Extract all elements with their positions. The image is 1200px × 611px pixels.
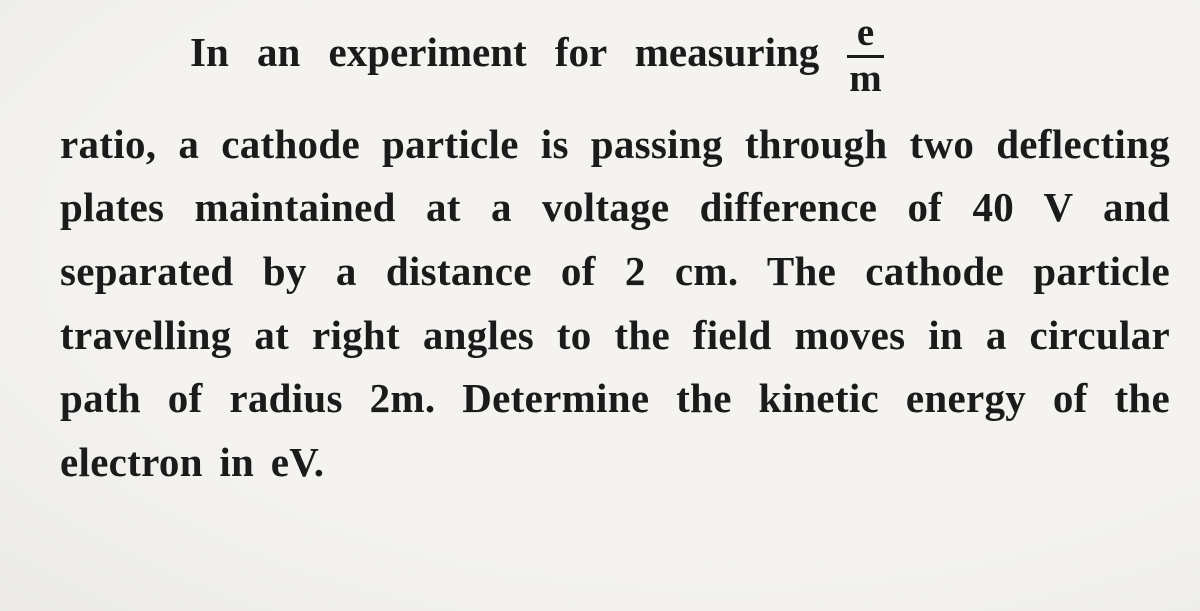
fraction-denominator: m [847,55,883,99]
first-line: In an experiment for measuring e m [60,10,1170,95]
lead-text: In an experiment for measuring [190,28,819,76]
fraction-e-over-m: e m [847,14,883,99]
page: In an experiment for measuring e m ratio… [0,0,1200,611]
problem-body: ratio, a cathode particle is passing thr… [60,113,1170,494]
fraction-numerator: e [853,14,878,55]
